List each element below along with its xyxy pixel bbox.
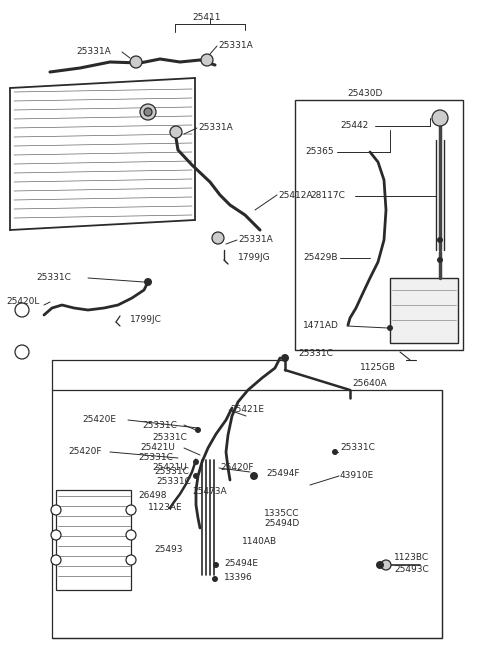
Circle shape	[193, 459, 199, 465]
Circle shape	[432, 110, 448, 126]
Text: 25331C: 25331C	[138, 453, 173, 462]
Text: 25420E: 25420E	[82, 415, 116, 424]
Circle shape	[250, 472, 258, 480]
Circle shape	[212, 232, 224, 244]
Circle shape	[170, 126, 182, 138]
Text: 1799JC: 1799JC	[130, 315, 162, 325]
Text: 25331C: 25331C	[152, 434, 187, 443]
Text: 25429B: 25429B	[303, 253, 337, 263]
Text: 25420L: 25420L	[6, 298, 39, 306]
Text: 43910E: 43910E	[340, 471, 374, 481]
Text: 25331C: 25331C	[340, 443, 375, 453]
Text: 25494E: 25494E	[224, 560, 258, 569]
Text: 1471AD: 1471AD	[303, 321, 339, 330]
Text: 25421E: 25421E	[230, 406, 264, 415]
Text: 25331C: 25331C	[154, 468, 189, 477]
Text: 25430D: 25430D	[347, 89, 383, 99]
Circle shape	[193, 473, 199, 479]
Text: 1123AE: 1123AE	[148, 503, 182, 513]
Text: 26498: 26498	[138, 492, 167, 500]
Circle shape	[51, 555, 61, 565]
Circle shape	[437, 237, 443, 243]
Text: 1140AB: 1140AB	[242, 537, 277, 547]
Text: 25421U: 25421U	[140, 443, 175, 453]
Circle shape	[51, 530, 61, 540]
Bar	[56, 490, 131, 590]
Text: 25493: 25493	[154, 545, 182, 554]
Circle shape	[195, 427, 201, 433]
Circle shape	[51, 505, 61, 515]
Circle shape	[144, 108, 152, 116]
Circle shape	[126, 555, 136, 565]
Text: 25331A: 25331A	[238, 236, 273, 244]
Circle shape	[201, 54, 213, 66]
Circle shape	[15, 345, 29, 359]
Text: 25331C: 25331C	[142, 421, 177, 430]
Text: 13396: 13396	[224, 573, 253, 582]
Text: 25640A: 25640A	[352, 379, 386, 389]
Text: 25331C: 25331C	[298, 349, 333, 358]
Text: 1335CC: 1335CC	[264, 509, 300, 518]
Text: A: A	[19, 347, 24, 357]
Text: 1799JG: 1799JG	[238, 253, 271, 261]
Circle shape	[15, 303, 29, 317]
Text: 25493C: 25493C	[394, 565, 429, 575]
Text: 25331C: 25331C	[36, 274, 71, 283]
Text: 25365: 25365	[305, 148, 334, 157]
Text: 25331A: 25331A	[76, 48, 111, 57]
Circle shape	[437, 257, 443, 263]
Circle shape	[213, 562, 219, 568]
Text: A: A	[19, 306, 24, 315]
Text: 25412A: 25412A	[278, 191, 312, 200]
Text: 25442: 25442	[340, 121, 368, 131]
Text: 25331A: 25331A	[198, 123, 233, 133]
Circle shape	[126, 530, 136, 540]
Circle shape	[140, 104, 156, 120]
Text: 25494F: 25494F	[266, 470, 300, 479]
Circle shape	[381, 560, 391, 570]
Text: 25331A: 25331A	[218, 42, 253, 50]
Circle shape	[212, 576, 218, 582]
Circle shape	[144, 278, 152, 286]
Circle shape	[130, 56, 142, 68]
Text: 1125GB: 1125GB	[360, 364, 396, 372]
Text: 25411: 25411	[192, 14, 220, 22]
Circle shape	[281, 354, 289, 362]
Circle shape	[126, 505, 136, 515]
Text: 25420F: 25420F	[220, 464, 253, 473]
Text: 1123BC: 1123BC	[394, 554, 429, 562]
Circle shape	[376, 561, 384, 569]
Circle shape	[387, 325, 393, 331]
Text: 28117C: 28117C	[310, 191, 345, 200]
Bar	[390, 278, 458, 343]
Bar	[52, 390, 442, 638]
Circle shape	[332, 449, 338, 455]
Text: 25331C: 25331C	[156, 477, 191, 486]
Text: 25473A: 25473A	[192, 488, 227, 496]
Text: 25420F: 25420F	[68, 447, 101, 456]
Text: 25494D: 25494D	[264, 520, 299, 528]
Bar	[295, 100, 463, 350]
Text: 25421U: 25421U	[152, 464, 187, 473]
